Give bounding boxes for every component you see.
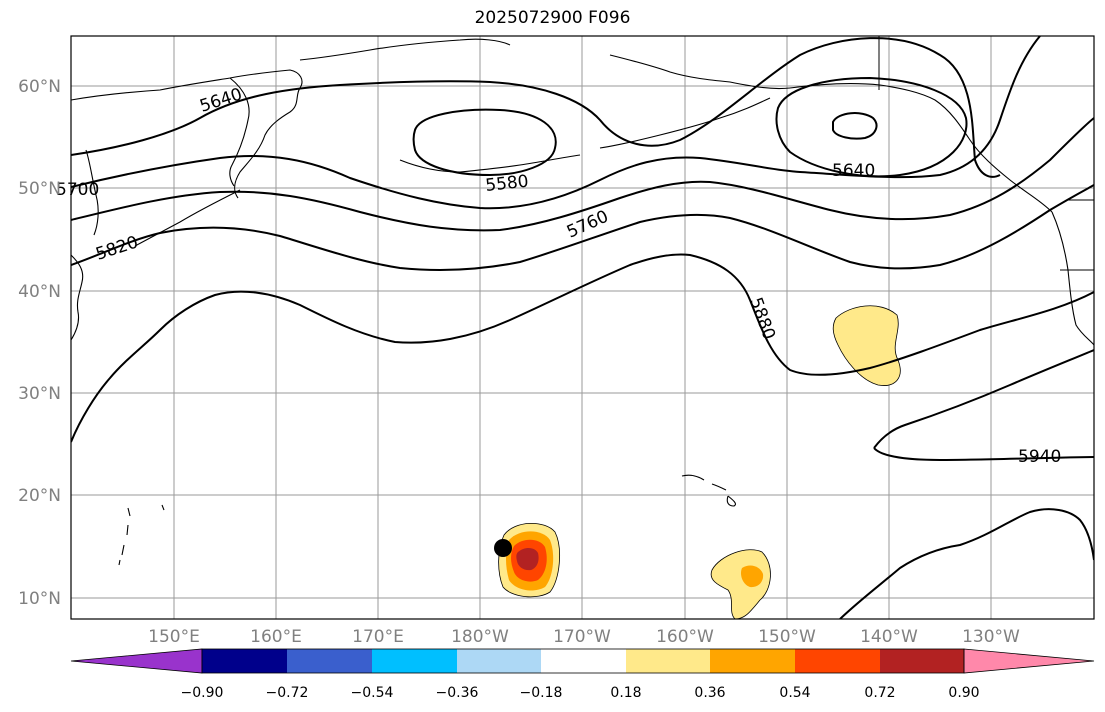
colorbar-tick-10: 0.90: [948, 685, 979, 701]
lon-label-140w: 140°W: [860, 627, 918, 647]
height-contours: [71, 36, 1094, 619]
lon-label-160e: 160°E: [250, 627, 302, 647]
map-frame: [70, 35, 1095, 620]
shade-region-cyclone-core: [516, 547, 539, 571]
contour-5820: [71, 253, 1094, 443]
contour-5940: [873, 349, 1094, 462]
lon-label-160w: 160°W: [656, 627, 714, 647]
lat-label-20n: 20°N: [18, 486, 61, 506]
lat-label-60n: 60°N: [18, 77, 61, 97]
coastline-sakhalin: [85, 149, 99, 236]
colorbar-swatch-2: [287, 649, 372, 673]
colorbar-swatch-9: [880, 649, 964, 673]
colorbar-extend-high: [963, 648, 1095, 674]
contour-5580: [71, 37, 1001, 178]
colorbar-swatch-6: [626, 649, 710, 673]
colorbar-tick-8: 0.54: [779, 685, 810, 701]
coastline-north-america-west: [1051, 211, 1094, 346]
colorbar-tick-1: −0.90: [181, 685, 224, 701]
colorbar-tick-7: 0.36: [694, 685, 725, 701]
colorbar-swatch-1: [202, 649, 287, 673]
coastline-chukotka: [299, 38, 511, 61]
colorbar: −0.90 −0.72 −0.54 −0.36 −0.18 0.18 0.36 …: [70, 648, 1095, 701]
lon-tick-labels: 150°E 160°E 170°E 180°W 170°W 160°W 150°…: [148, 627, 1020, 647]
shade-region-south-inner: [740, 565, 764, 588]
contour-5640-label-line: [71, 36, 1041, 210]
coastline-wake: [161, 504, 165, 511]
lon-label-170w: 170°W: [553, 627, 611, 647]
contour-label-5940: 5940: [1018, 447, 1061, 467]
lat-label-50n: 50°N: [18, 179, 61, 199]
colorbar-tick-6: 0.18: [610, 685, 641, 701]
lon-label-150e: 150°E: [148, 627, 200, 647]
contour-5700: [71, 117, 1094, 232]
colorbar-tick-5: −0.18: [520, 685, 563, 701]
colorbar-swatch-3: [372, 649, 457, 673]
map-gridlines: [71, 36, 1094, 619]
contour-low-east-outer: [775, 76, 968, 178]
colorbar-tick-9: 0.72: [864, 685, 895, 701]
lon-label-180w: 180°W: [451, 627, 509, 647]
colorbar-swatch-4: [457, 649, 541, 673]
colorbar-extend-low: [70, 648, 203, 674]
shade-region-northeast: [832, 305, 901, 386]
lat-tick-labels: 60°N 50°N 40°N 30°N 20°N 10°N: [18, 77, 61, 609]
coastline-kamchatka: [229, 77, 250, 187]
lon-label-130w: 130°W: [962, 627, 1020, 647]
lon-label-150w: 150°W: [758, 627, 816, 647]
lat-label-10n: 10°N: [18, 589, 61, 609]
lat-label-30n: 30°N: [18, 384, 61, 404]
colorbar-tick-3: −0.54: [351, 685, 394, 701]
political-borders: [878, 36, 1094, 271]
coastline-hawaii: [681, 474, 736, 507]
coastline-alaska-west: [609, 54, 791, 90]
colorbar-tick-2: −0.72: [266, 685, 309, 701]
shaded-field: [498, 305, 901, 619]
colorbar-swatch-7: [710, 649, 795, 673]
colorbar-swatch-8: [795, 649, 880, 673]
contour-south: [839, 508, 1094, 619]
coastline-alaska-south: [789, 83, 1053, 213]
lon-label-170e: 170°E: [352, 627, 404, 647]
coastline-kurils: [134, 189, 241, 247]
colorbar-frame: [201, 648, 965, 674]
lat-label-40n: 40°N: [18, 282, 61, 302]
map-title: 2025072900 F096: [474, 8, 631, 28]
coastline-aleutians: [399, 154, 581, 173]
contour-label-5640-east: 5640: [832, 161, 875, 181]
colorbar-tick-4: −0.36: [436, 685, 479, 701]
contour-label-5580: 5580: [484, 172, 529, 196]
contour-5760: [71, 184, 1094, 271]
contour-low-west: [412, 108, 557, 177]
coastline-japan: [71, 254, 84, 341]
contour-low-east-inner: [832, 112, 878, 140]
contour-label-5700: 5700: [56, 180, 99, 200]
storm-center-marker: [494, 539, 512, 557]
colorbar-swatch-5: [541, 649, 626, 673]
coastline-marianas: [118, 507, 131, 566]
coastline-asia: [71, 69, 303, 199]
